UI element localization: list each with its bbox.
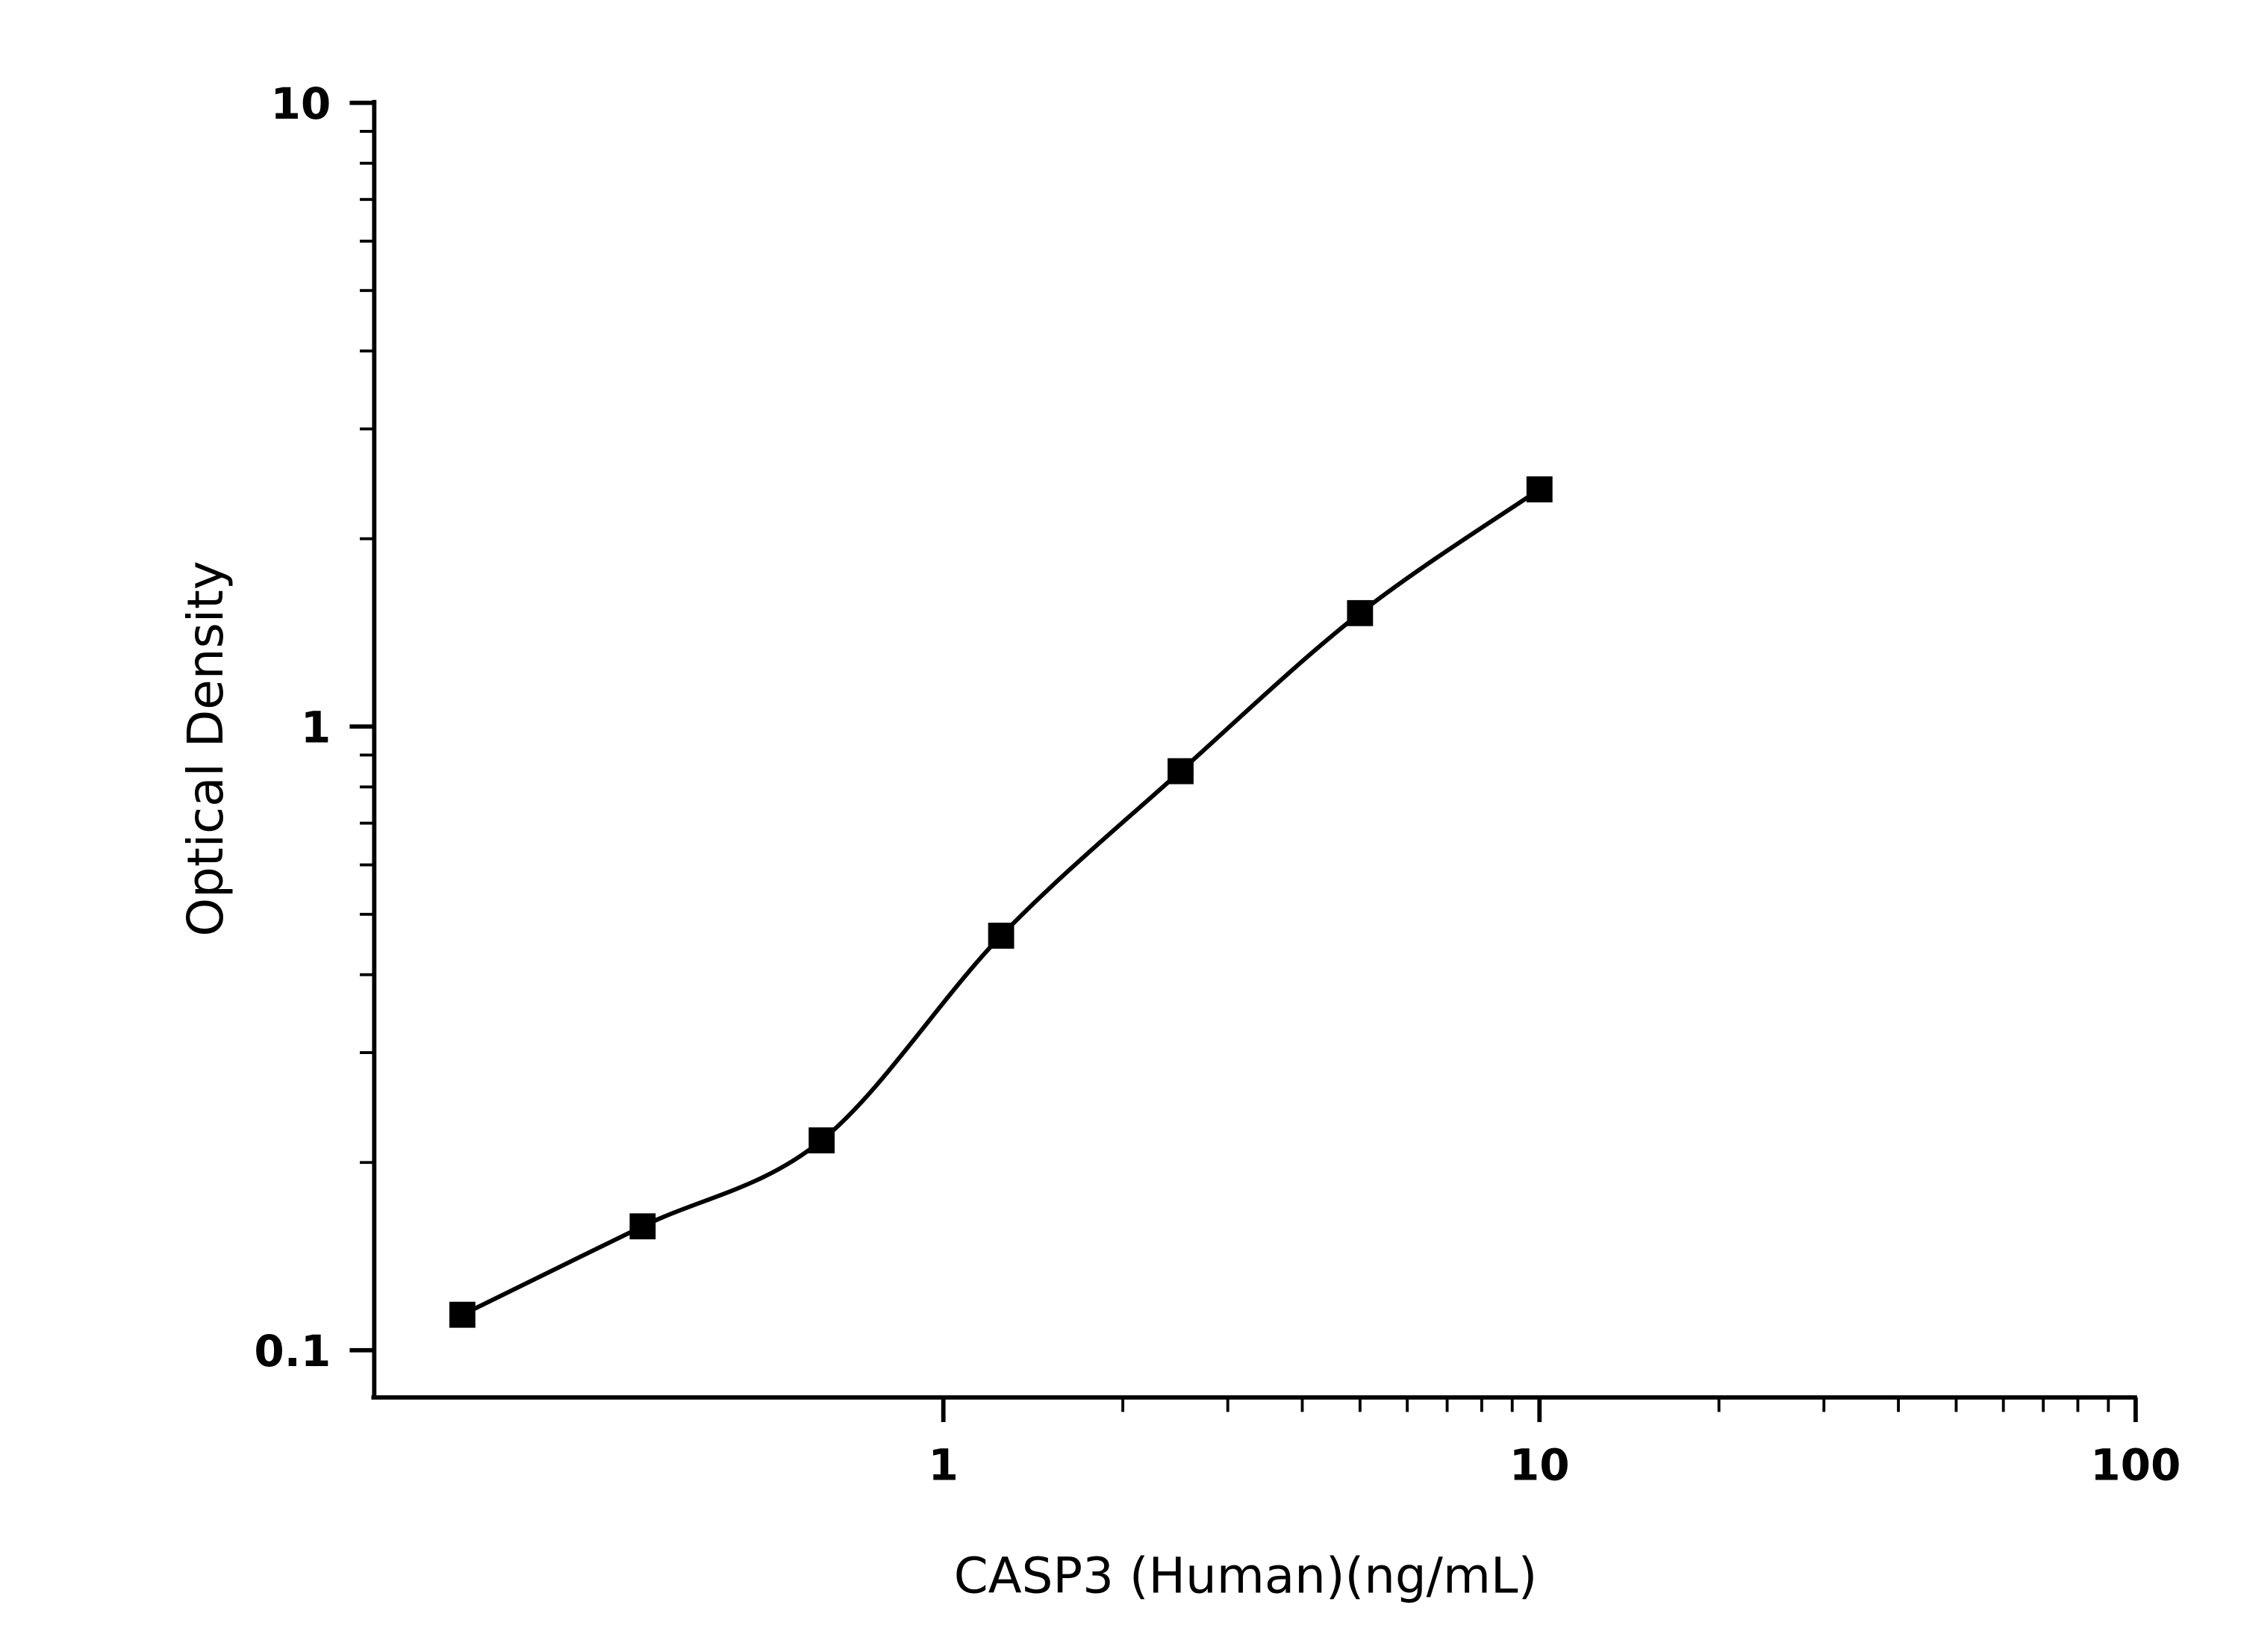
fit-curve (461, 487, 1541, 1317)
data-point (449, 1301, 476, 1328)
y-axis-title: Optical Density (177, 561, 234, 936)
x-tick-label: 100 (2090, 1439, 2181, 1490)
data-point (808, 1127, 835, 1154)
x-tick-label: 1 (929, 1439, 959, 1490)
x-tick-label: 10 (1509, 1439, 1570, 1490)
data-point (988, 923, 1015, 949)
data-point (629, 1213, 656, 1240)
data-points (449, 476, 1553, 1328)
y-tick-label: 0.1 (254, 1326, 331, 1377)
data-point (1168, 758, 1194, 785)
y-tick-label: 10 (270, 78, 331, 129)
y-tick-label: 1 (301, 702, 331, 753)
x-axis-title: CASP3 (Human)(ng/mL) (954, 1547, 1538, 1604)
data-point (1526, 476, 1553, 502)
axis-ticks (349, 100, 2138, 1422)
data-point (1347, 599, 1374, 626)
